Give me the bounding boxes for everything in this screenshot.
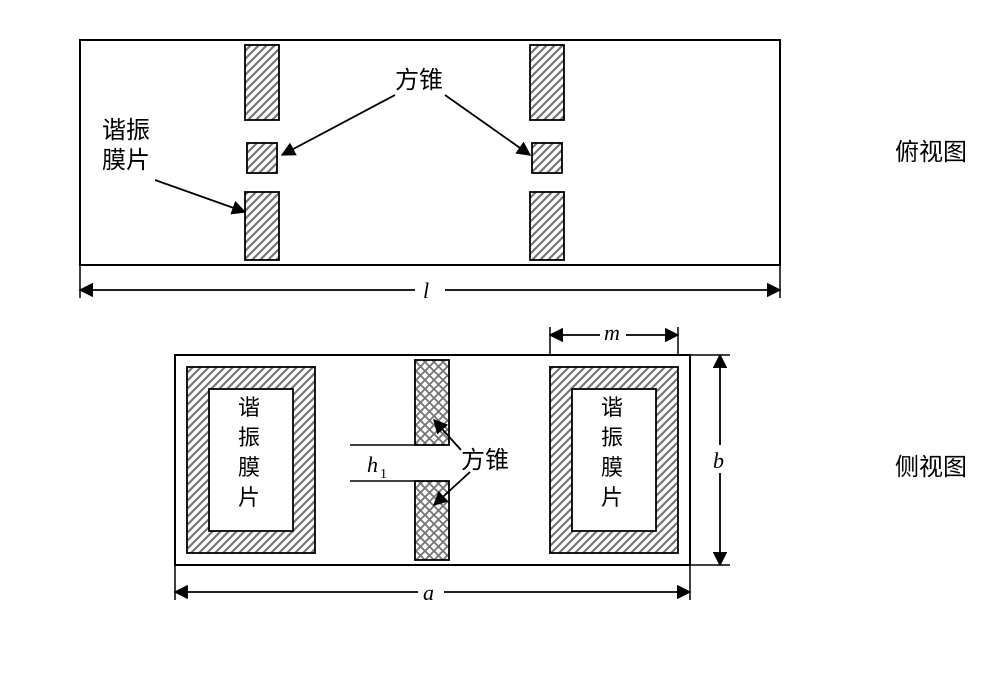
- label-resonant-line1: 谐振: [102, 117, 150, 144]
- top-view-group: 方锥 谐振 膜片 俯视图 l: [80, 40, 967, 303]
- label-resonant-left-1: 谐: [238, 395, 260, 420]
- top-right-upper-diaphragm: [530, 45, 564, 120]
- dim-h1-sub: 1: [380, 467, 387, 482]
- top-right-lower-diaphragm: [530, 192, 564, 260]
- label-resonant-left-3: 膜: [238, 455, 260, 480]
- label-resonant-right-4: 片: [601, 485, 623, 510]
- diagram-container: 方锥 谐振 膜片 俯视图 l 方锥: [20, 20, 1000, 675]
- top-left-upper-diaphragm: [245, 45, 279, 120]
- dim-l-text: l: [423, 278, 429, 303]
- label-resonant-line2: 膜片: [102, 147, 150, 174]
- top-left-cone-square: [247, 143, 277, 173]
- dim-h1-text: h: [367, 452, 378, 477]
- label-resonant-right-3: 膜: [601, 455, 623, 480]
- label-resonant-left-2: 振: [238, 425, 260, 450]
- side-view-group: 方锥 谐 振 膜 片 谐 振 膜 片 h 1 侧视图 m b: [175, 318, 967, 605]
- dim-m-text: m: [604, 320, 620, 345]
- side-cone-lower: [415, 481, 449, 560]
- label-top-view: 俯视图: [895, 139, 967, 166]
- label-resonant-right-2: 振: [601, 425, 623, 450]
- top-left-lower-diaphragm: [245, 192, 279, 260]
- dim-l-bg: [415, 275, 445, 303]
- dim-a-text: a: [423, 580, 434, 605]
- label-square-cone-top: 方锥: [395, 67, 443, 94]
- label-square-cone-side: 方锥: [461, 447, 509, 474]
- top-right-cone-square: [532, 143, 562, 173]
- dim-b-text: b: [713, 448, 724, 473]
- label-resonant-left-4: 片: [238, 485, 260, 510]
- label-side-view: 侧视图: [895, 454, 967, 481]
- label-resonant-right-1: 谐: [601, 395, 623, 420]
